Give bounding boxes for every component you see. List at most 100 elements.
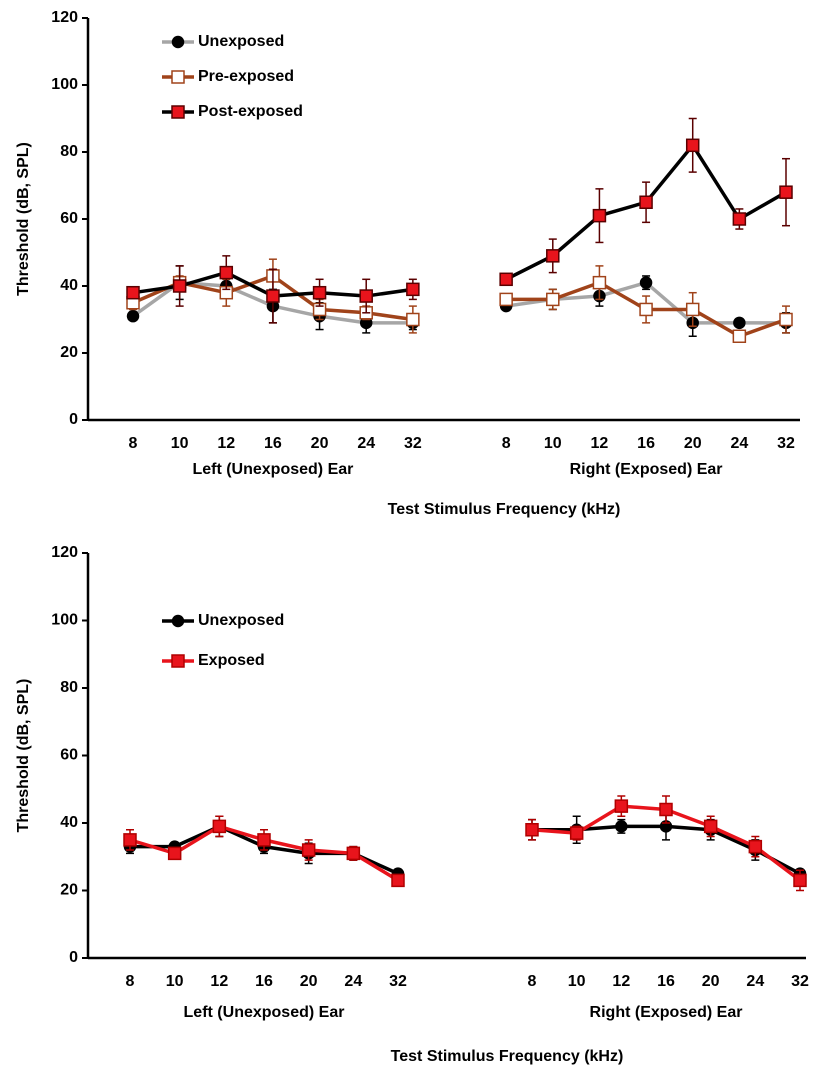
- legend-marker: [171, 35, 185, 49]
- x-tick-label: 20: [702, 973, 720, 990]
- x-tick-label: 16: [255, 973, 273, 990]
- y-tick-label: 100: [51, 76, 78, 93]
- legend-label: Exposed: [198, 652, 265, 669]
- marker: [779, 185, 793, 199]
- legend-label: Unexposed: [198, 33, 284, 50]
- x-axis-title: Test Stimulus Frequency (kHz): [388, 501, 621, 518]
- marker: [685, 138, 700, 153]
- marker: [793, 873, 807, 888]
- group-label: Left (Unexposed) Ear: [184, 1004, 345, 1021]
- x-tick-label: 20: [684, 435, 702, 452]
- marker: [615, 820, 628, 833]
- x-tick-label: 10: [171, 435, 189, 452]
- marker: [639, 302, 653, 317]
- x-tick-label: 24: [730, 435, 748, 452]
- group-label: Right (Exposed) Ear: [590, 1004, 743, 1021]
- x-tick-label: 10: [568, 973, 586, 990]
- marker: [569, 826, 584, 840]
- marker: [703, 819, 718, 834]
- x-tick-label: 32: [389, 973, 407, 990]
- x-tick-label: 32: [777, 435, 795, 452]
- marker: [685, 302, 700, 317]
- marker: [391, 873, 405, 888]
- y-axis-title: Threshold (dB, SPL): [15, 142, 32, 296]
- y-tick-label: 80: [60, 143, 78, 160]
- marker: [659, 802, 673, 817]
- y-tick-label: 40: [60, 277, 78, 294]
- legend-marker: [171, 654, 185, 668]
- y-tick-label: 60: [60, 747, 78, 764]
- x-tick-label: 20: [300, 973, 318, 990]
- group-label: Right (Exposed) Ear: [570, 461, 723, 478]
- y-tick-label: 100: [51, 612, 78, 629]
- legend-label: Post-exposed: [198, 103, 303, 120]
- marker: [733, 316, 746, 330]
- x-axis-title: Test Stimulus Frequency (kHz): [391, 1048, 624, 1065]
- series-line: [129, 804, 802, 882]
- x-tick-label: 16: [264, 435, 282, 452]
- x-tick-label: 32: [791, 973, 809, 990]
- marker: [219, 265, 234, 280]
- legend-marker: [171, 105, 185, 119]
- x-tick-label: 12: [217, 435, 235, 452]
- marker: [212, 819, 227, 834]
- marker: [301, 843, 316, 857]
- marker: [732, 329, 747, 343]
- marker: [126, 309, 140, 323]
- marker: [167, 846, 182, 861]
- marker: [592, 208, 607, 223]
- marker: [359, 289, 373, 303]
- marker: [639, 195, 653, 209]
- y-tick-label: 0: [69, 411, 78, 428]
- x-tick-label: 10: [544, 435, 562, 452]
- marker: [732, 212, 747, 226]
- x-tick-label: 16: [637, 435, 655, 452]
- marker: [546, 292, 560, 307]
- legend-label: Unexposed: [198, 612, 284, 629]
- x-tick-label: 24: [344, 973, 362, 990]
- marker: [346, 846, 361, 861]
- group-label: Left (Unexposed) Ear: [192, 461, 353, 478]
- legend-label: Pre-exposed: [198, 68, 294, 85]
- y-tick-label: 20: [60, 882, 78, 899]
- x-tick-label: 12: [210, 973, 228, 990]
- marker: [546, 249, 560, 263]
- x-tick-label: 16: [657, 973, 675, 990]
- y-tick-label: 80: [60, 679, 78, 696]
- marker: [779, 312, 793, 327]
- marker: [614, 799, 629, 813]
- y-tick-label: 120: [51, 544, 78, 561]
- marker: [499, 292, 513, 307]
- x-tick-label: 10: [166, 973, 184, 990]
- marker: [406, 312, 420, 327]
- x-tick-label: 12: [612, 973, 630, 990]
- series-line: [130, 824, 801, 876]
- x-tick-label: 8: [528, 973, 537, 990]
- x-tick-label: 8: [502, 435, 511, 452]
- marker: [266, 289, 280, 303]
- y-axis-title: Threshold (dB, SPL): [15, 679, 32, 833]
- marker: [312, 285, 327, 300]
- y-tick-label: 120: [51, 9, 78, 26]
- x-tick-label: 8: [129, 435, 138, 452]
- marker: [126, 285, 140, 300]
- y-tick-label: 20: [60, 344, 78, 361]
- marker: [525, 823, 539, 837]
- y-tick-label: 40: [60, 814, 78, 831]
- x-tick-label: 32: [404, 435, 422, 452]
- marker: [639, 276, 653, 289]
- x-tick-label: 24: [357, 435, 375, 452]
- marker: [499, 272, 513, 287]
- legend-marker: [171, 70, 185, 84]
- marker: [172, 279, 187, 293]
- x-tick-label: 20: [311, 435, 329, 452]
- x-tick-label: 12: [591, 435, 609, 452]
- marker: [257, 833, 271, 847]
- marker: [592, 275, 607, 290]
- legend-marker: [171, 614, 185, 628]
- x-tick-label: 24: [746, 973, 764, 990]
- marker: [406, 282, 420, 297]
- y-tick-label: 0: [69, 949, 78, 966]
- marker: [123, 833, 137, 847]
